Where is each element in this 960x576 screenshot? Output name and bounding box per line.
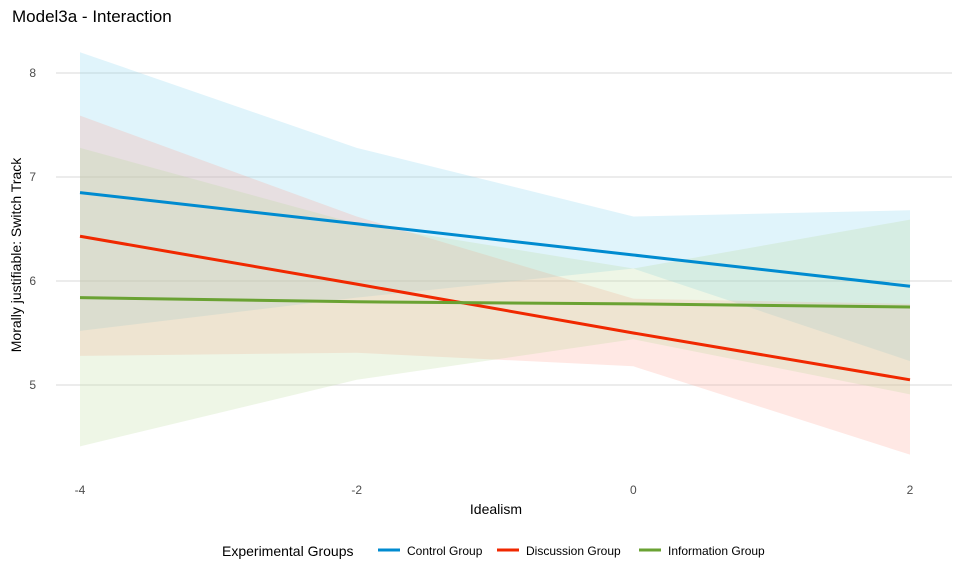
y-tick-label: 5 (29, 378, 36, 392)
series-line-1 (79, 234, 911, 382)
series-line-2 (79, 296, 911, 309)
confidence-band-0 (80, 52, 910, 362)
x-tick-labels: -4 -2 0 2 (75, 483, 914, 497)
y-axis-title: Morally justifiable: Switch Track (8, 157, 24, 353)
confidence-bands (80, 52, 910, 455)
y-tick-labels: 5 6 7 8 (29, 66, 36, 392)
series-line-0 (79, 191, 911, 288)
legend-label-0: Control Group (407, 544, 483, 558)
series-lines (79, 191, 911, 382)
y-tick-label: 7 (29, 170, 36, 184)
confidence-band-1 (80, 115, 910, 455)
x-tick-label: -2 (351, 483, 362, 497)
x-tick-label: 2 (907, 483, 914, 497)
legend: Experimental Groups Control Group Discuss… (222, 543, 765, 559)
gridlines (56, 72, 952, 386)
legend-title: Experimental Groups (222, 543, 354, 559)
x-axis-title: Idealism (470, 501, 522, 517)
chart-title: Model3a - Interaction (12, 7, 172, 26)
y-tick-label: 6 (29, 274, 36, 288)
legend-label-2: Information Group (668, 544, 765, 558)
x-tick-label: 0 (630, 483, 637, 497)
x-tick-label: -4 (75, 483, 86, 497)
y-tick-label: 8 (29, 66, 36, 80)
confidence-band-2 (80, 147, 910, 447)
legend-label-1: Discussion Group (526, 544, 621, 558)
